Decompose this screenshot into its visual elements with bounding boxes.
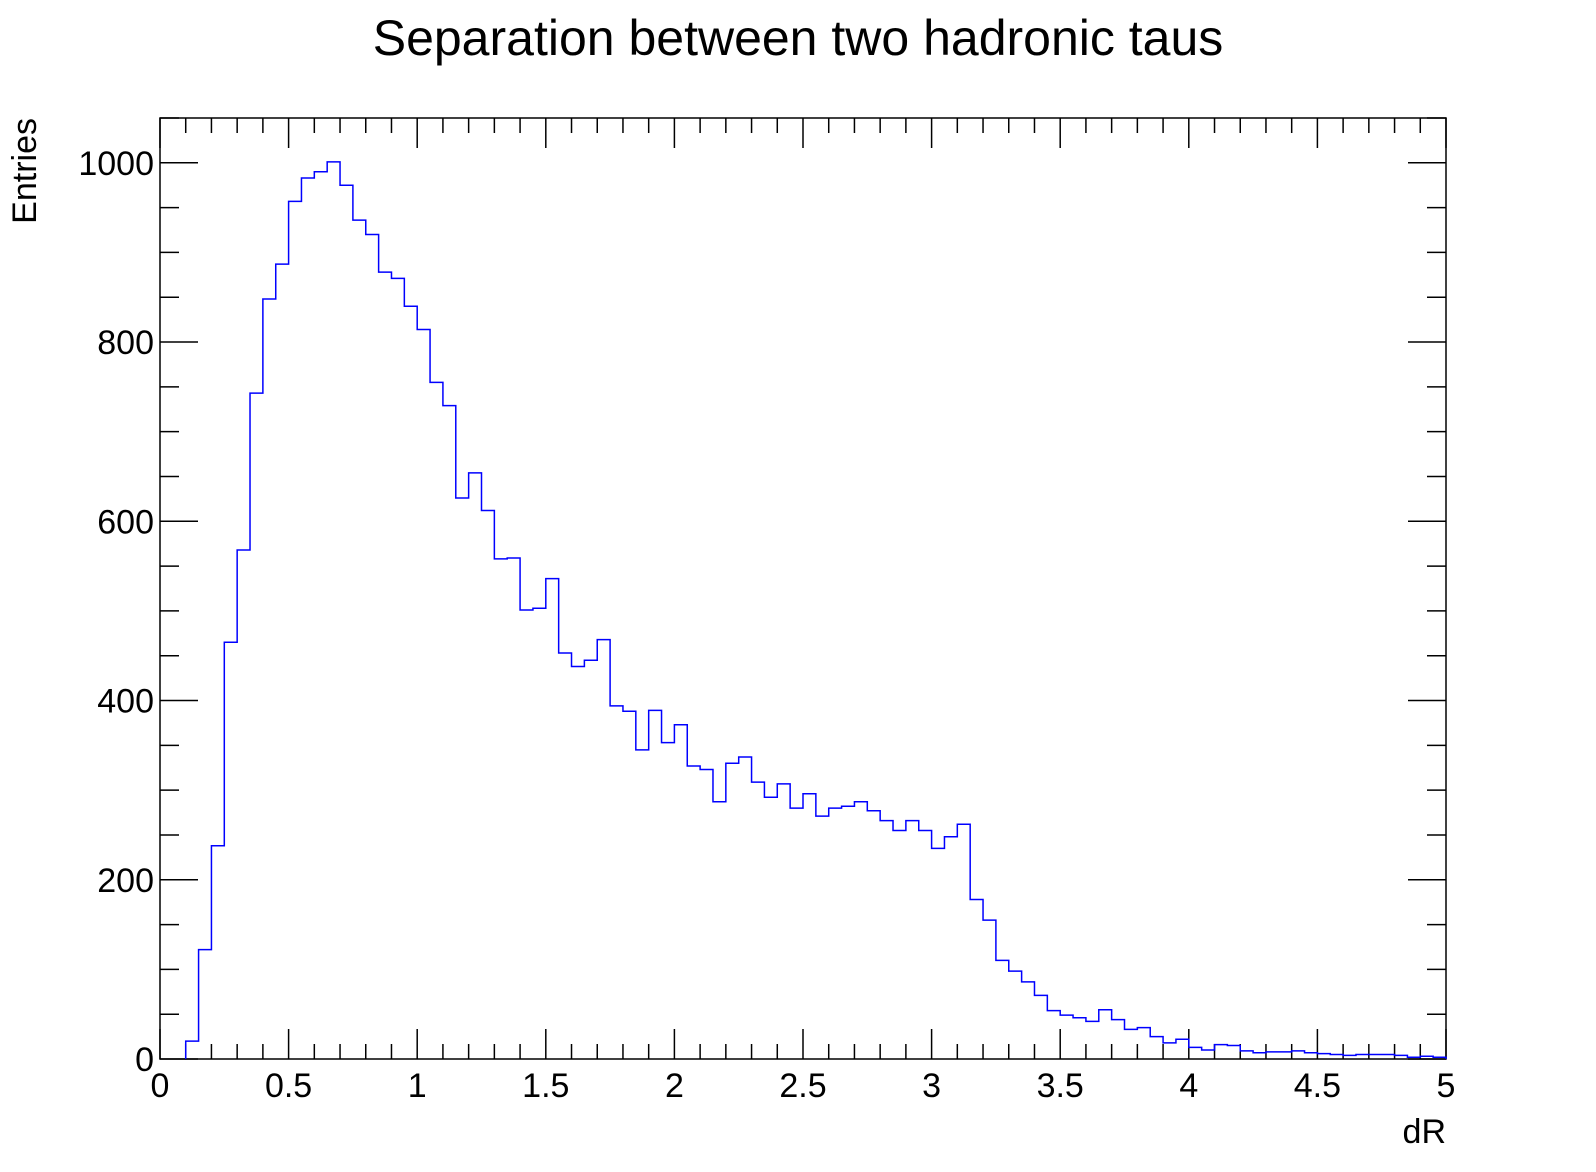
x-tick-label: 0	[151, 1067, 170, 1105]
x-tick-label: 5	[1437, 1067, 1456, 1105]
x-tick-label: 2	[665, 1067, 684, 1105]
y-tick-label: 0	[135, 1041, 154, 1079]
axis-tick-labels: 0 0.5 1 1.5 2 2.5 3 3.5 4 4.5 5 0 200 400 600 800 1000	[78, 145, 1455, 1105]
y-tick-label: 400	[97, 683, 154, 721]
chart-title: Separation between two hadronic taus	[373, 10, 1224, 66]
x-tick-label: 3.5	[1037, 1067, 1084, 1105]
x-tick-label: 4.5	[1294, 1067, 1341, 1105]
x-axis-label: dR	[1403, 1113, 1446, 1151]
x-tick-label: 3	[922, 1067, 941, 1105]
y-tick-label: 200	[97, 862, 154, 900]
x-tick-label: 2.5	[779, 1067, 826, 1105]
y-tick-label: 1000	[78, 145, 154, 183]
plot-frame	[159, 117, 1447, 1060]
x-tick-label: 4	[1179, 1067, 1198, 1105]
x-tick-label: 1.5	[522, 1067, 569, 1105]
y-tick-label: 600	[97, 503, 154, 541]
histogram-series-line	[184, 161, 1447, 1059]
axis-ticks	[159, 117, 1447, 1060]
y-axis-label: Entries	[6, 118, 44, 224]
y-tick-label: 800	[97, 324, 154, 362]
x-tick-label: 0.5	[265, 1067, 312, 1105]
x-tick-label: 1	[408, 1067, 427, 1105]
